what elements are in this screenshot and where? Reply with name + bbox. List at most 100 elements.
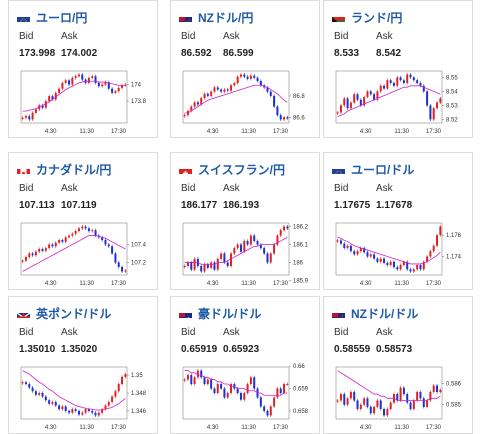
candle-up	[44, 248, 47, 251]
candle-up	[339, 105, 342, 113]
bid-ask-values: 1.35010 1.35020	[19, 344, 103, 355]
candle-down	[399, 77, 402, 81]
candle-down	[259, 80, 262, 86]
candle-up	[38, 249, 41, 252]
candle-up	[346, 398, 349, 405]
rate-card[interactable]: NZドル/円 Bid Ask 86.592 86.599 86.8 86.6 4:30 11:3…	[170, 0, 320, 138]
flag-icon	[179, 13, 192, 22]
candle-down	[94, 230, 97, 236]
candle-up	[399, 265, 402, 270]
candle-down	[94, 412, 97, 416]
y-tick-label: 86.8	[293, 94, 305, 100]
candle-down	[259, 397, 262, 407]
y-tick-label: 86.6	[293, 115, 305, 121]
candle-down	[94, 76, 97, 83]
candle-up	[117, 87, 120, 92]
candle-up	[416, 265, 419, 270]
candle-up	[87, 77, 90, 83]
x-tick-label: 4:30	[45, 129, 57, 135]
pair-title-link[interactable]: NZドル/円	[198, 10, 254, 25]
pair-title-link[interactable]: NZドル/ドル	[351, 306, 419, 321]
rate-card[interactable]: ランド/円 Bid Ask 8.533 8.542 8.55 8.54 8.53 8.52 4:3…	[323, 0, 473, 138]
candle-up	[193, 102, 196, 107]
candle-down	[111, 246, 114, 254]
pair-title-link[interactable]: ランド/円	[351, 10, 403, 25]
candle-up	[124, 374, 127, 377]
candle-up	[236, 244, 239, 249]
candle-down	[256, 240, 259, 245]
candle-up	[373, 406, 376, 414]
x-tick-label: 17:30	[273, 129, 289, 135]
candle-down	[356, 94, 359, 100]
candle-up	[206, 379, 209, 385]
moving-average-line	[337, 85, 441, 117]
candle-down	[276, 106, 279, 116]
candle-down	[223, 253, 226, 263]
candle-up	[183, 379, 186, 381]
candle-up	[356, 251, 359, 255]
ask-label: Ask	[376, 183, 393, 194]
x-tick-label: 11:30	[79, 129, 94, 135]
pair-title-link[interactable]: スイスフラン/円	[198, 162, 285, 177]
y-tick-label: 8.53	[446, 103, 458, 109]
rate-card[interactable]: NZドル/ドル Bid Ask 0.58559 0.58573 0.586 0.585 4:3…	[323, 296, 473, 434]
candle-up	[121, 85, 124, 88]
candle-down	[356, 400, 359, 410]
candle-down	[58, 405, 61, 410]
card-header: ユーロ/円	[17, 9, 87, 25]
moving-average-line	[22, 370, 126, 411]
candle-up	[429, 391, 432, 401]
candle-down	[429, 105, 432, 120]
pair-title-link[interactable]: 豪ドル/ドル	[198, 306, 262, 321]
candle-up	[366, 91, 369, 97]
candlestick-chart: 107.4 107.2 4:30 11:30 17:30	[20, 222, 147, 287]
candle-down	[346, 98, 349, 109]
bid-ask-values: 0.65919 0.65923	[181, 344, 265, 355]
candle-down	[206, 264, 209, 268]
candle-up	[111, 396, 114, 402]
candle-up	[64, 237, 67, 242]
rate-card[interactable]: スイスフラン/円 Bid Ask 186.177 186.193 186.2 186.1 18…	[170, 152, 320, 290]
candle-down	[266, 253, 269, 263]
candle-up	[61, 406, 64, 410]
candle-up	[283, 384, 286, 393]
candle-up	[81, 226, 84, 229]
candle-up	[51, 401, 54, 404]
rate-card[interactable]: ユーロ/円 Bid Ask 173.998 174.002 174 173.8 4:30 11:…	[8, 0, 158, 138]
rate-card[interactable]: 豪ドル/ドル Bid Ask 0.65919 0.65923 0.66 0.659 0.658…	[170, 296, 320, 434]
candle-down	[412, 77, 415, 81]
candle-up	[363, 97, 366, 106]
pair-title-link[interactable]: 英ポンド/ドル	[36, 306, 112, 321]
candle-up	[101, 84, 104, 87]
candle-up	[74, 76, 77, 78]
candle-up	[369, 254, 372, 257]
candle-up	[416, 391, 419, 401]
rate-card[interactable]: ユーロ/ドル Bid Ask 1.17675 1.17678 1.176 1.174 4:30…	[323, 152, 473, 290]
rate-card[interactable]: 英ポンド/ドル Bid Ask 1.35010 1.35020 1.35 1.348 1.34…	[8, 296, 158, 434]
ask-label: Ask	[223, 183, 240, 194]
candle-up	[396, 77, 399, 86]
candle-up	[81, 412, 84, 415]
candle-up	[336, 112, 339, 114]
bid-ask-labels: Bid Ask	[181, 327, 265, 338]
candle-down	[253, 235, 256, 241]
candle-up	[246, 384, 249, 393]
candle-up	[386, 80, 389, 89]
pair-title-link[interactable]: ユーロ/ドル	[351, 162, 415, 177]
ask-label: Ask	[376, 31, 393, 42]
ask-label: Ask	[61, 31, 78, 42]
candle-down	[343, 394, 346, 405]
candle-down	[253, 75, 256, 78]
rate-card[interactable]: カナダドル/円 Bid Ask 107.113 107.119 107.4 107.2 4:3…	[8, 152, 158, 290]
candle-up	[239, 74, 242, 77]
pair-title-link[interactable]: カナダドル/円	[36, 162, 112, 177]
x-tick-label: 17:30	[111, 129, 127, 135]
candle-up	[190, 106, 193, 111]
candle-up	[439, 226, 442, 236]
candle-down	[253, 377, 256, 389]
candle-down	[107, 82, 110, 89]
candle-down	[54, 401, 57, 406]
candle-up	[203, 93, 206, 99]
candle-down	[373, 94, 376, 100]
pair-title-link[interactable]: ユーロ/円	[36, 10, 88, 25]
